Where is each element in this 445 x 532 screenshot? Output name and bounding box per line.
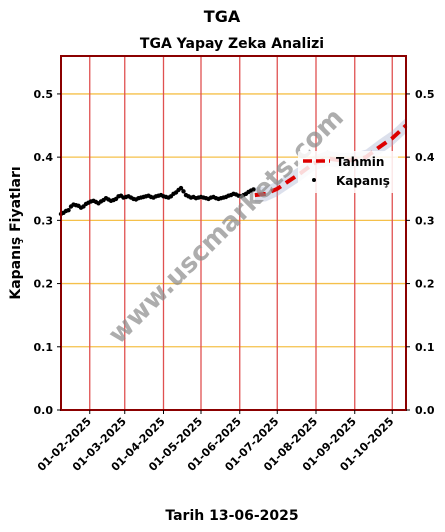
- y-tick-label-right: 0.5: [415, 88, 435, 101]
- legend-tahmin-label: Tahmin: [336, 155, 384, 169]
- chart-title: TGA Yapay Zeka Analizi: [140, 36, 324, 52]
- y-tick-label-left: 0.5: [34, 88, 54, 101]
- y-tick-label-right: 0.2: [415, 278, 435, 291]
- legend-kapanis-swatch: [312, 178, 316, 182]
- y-tick-label-left: 0.1: [34, 341, 54, 354]
- y-tick-label-left: 0.4: [34, 151, 54, 164]
- y-tick-label-left: 0.3: [34, 214, 54, 227]
- tahmin-line: [254, 124, 408, 198]
- kapanis-point: [66, 208, 71, 213]
- y-tick-label-right: 0.3: [415, 214, 435, 227]
- x-axis-label: Tarih 13-06-2025: [165, 508, 298, 524]
- kapanis-point: [178, 185, 184, 191]
- legend: Tahmin Kapanış: [298, 151, 398, 193]
- chart-suptitle: TGA: [204, 7, 241, 26]
- y-axis-label: Kapanış Fiyatları: [8, 166, 24, 299]
- plot-frame: [60, 55, 407, 411]
- grid: [61, 56, 406, 411]
- y-tick-label-left: 0.2: [34, 278, 54, 291]
- kapanis-point: [251, 187, 256, 192]
- y-tick-label-right: 0.1: [415, 341, 435, 354]
- kapanis-point: [181, 189, 186, 194]
- y-tick-label-right: 0.4: [415, 151, 435, 164]
- legend-kapanis-label: Kapanış: [336, 174, 390, 188]
- y-tick-label-left: 0.0: [34, 404, 54, 417]
- series-layer: [58, 124, 408, 217]
- watermark: www.uscmarkets.com: [103, 103, 350, 350]
- y-tick-label-right: 0.0: [415, 404, 435, 417]
